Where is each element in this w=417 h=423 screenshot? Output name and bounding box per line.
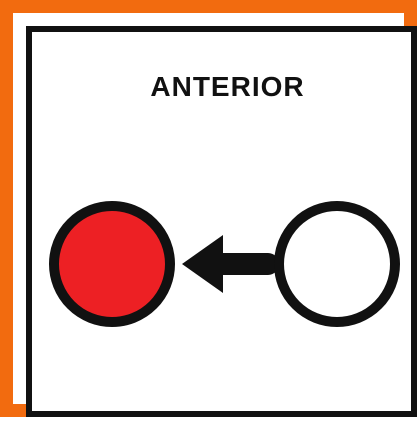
inner-frame: ANTERIOR (26, 26, 417, 417)
pictogram-illustration (49, 201, 400, 327)
pictogram-title: ANTERIOR (150, 71, 305, 102)
white-circle-icon (274, 201, 400, 327)
arrow-left-icon (182, 235, 279, 293)
red-circle-icon (49, 201, 175, 327)
